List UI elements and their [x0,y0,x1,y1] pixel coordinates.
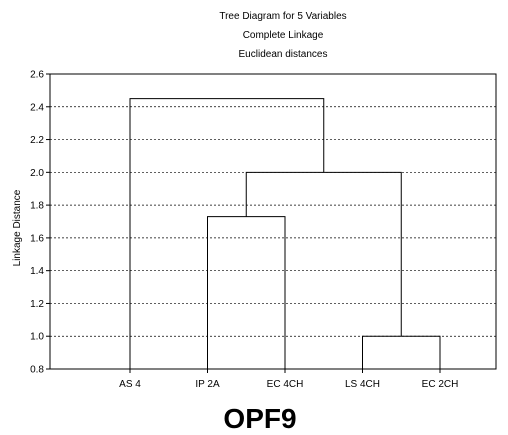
dendrogram-link [207,216,286,369]
x-tick-label: EC 4CH [267,379,304,390]
dendrogram-link [245,171,402,337]
y-tick-label: 1.0 [30,332,44,343]
y-tick-label: 1.6 [30,233,44,244]
y-tick-label: 2.6 [30,70,44,81]
y-tick-label: 0.8 [30,365,44,376]
x-tick-label: IP 2A [195,379,220,390]
y-axis-ticks: 0.8 1.0 1.2 1.4 1.6 1.8 2.0 2.2 2.4 2.6 [30,70,50,376]
y-tick-label: 1.2 [30,299,44,310]
dendrogram-link [129,98,325,369]
dendrogram-tree [129,98,441,369]
gridlines [50,106,496,337]
y-tick-label: 2.0 [30,168,44,179]
dendrogram-link [362,335,441,369]
chart-title-line-3: Euclidean distances [239,49,328,60]
y-axis-label: Linkage Distance [12,189,23,266]
x-tick-label: EC 2CH [422,379,459,390]
y-tick-label: 1.4 [30,266,44,277]
y-tick-label: 1.8 [30,201,44,212]
plot-frame [49,73,497,370]
chart-title-line-1: Tree Diagram for 5 Variables [219,11,346,22]
x-axis-ticks: AS 4 IP 2A EC 4CH LS 4CH EC 2CH [119,369,458,390]
chart-title-line-2: Complete Linkage [243,30,324,41]
y-tick-label: 2.4 [30,102,44,113]
x-tick-label: AS 4 [119,379,141,390]
x-tick-label: LS 4CH [345,379,380,390]
y-tick-label: 2.2 [30,135,44,146]
chart-title: Tree Diagram for 5 Variables Complete Li… [219,11,346,60]
figure-caption: OPF9 [223,403,296,434]
